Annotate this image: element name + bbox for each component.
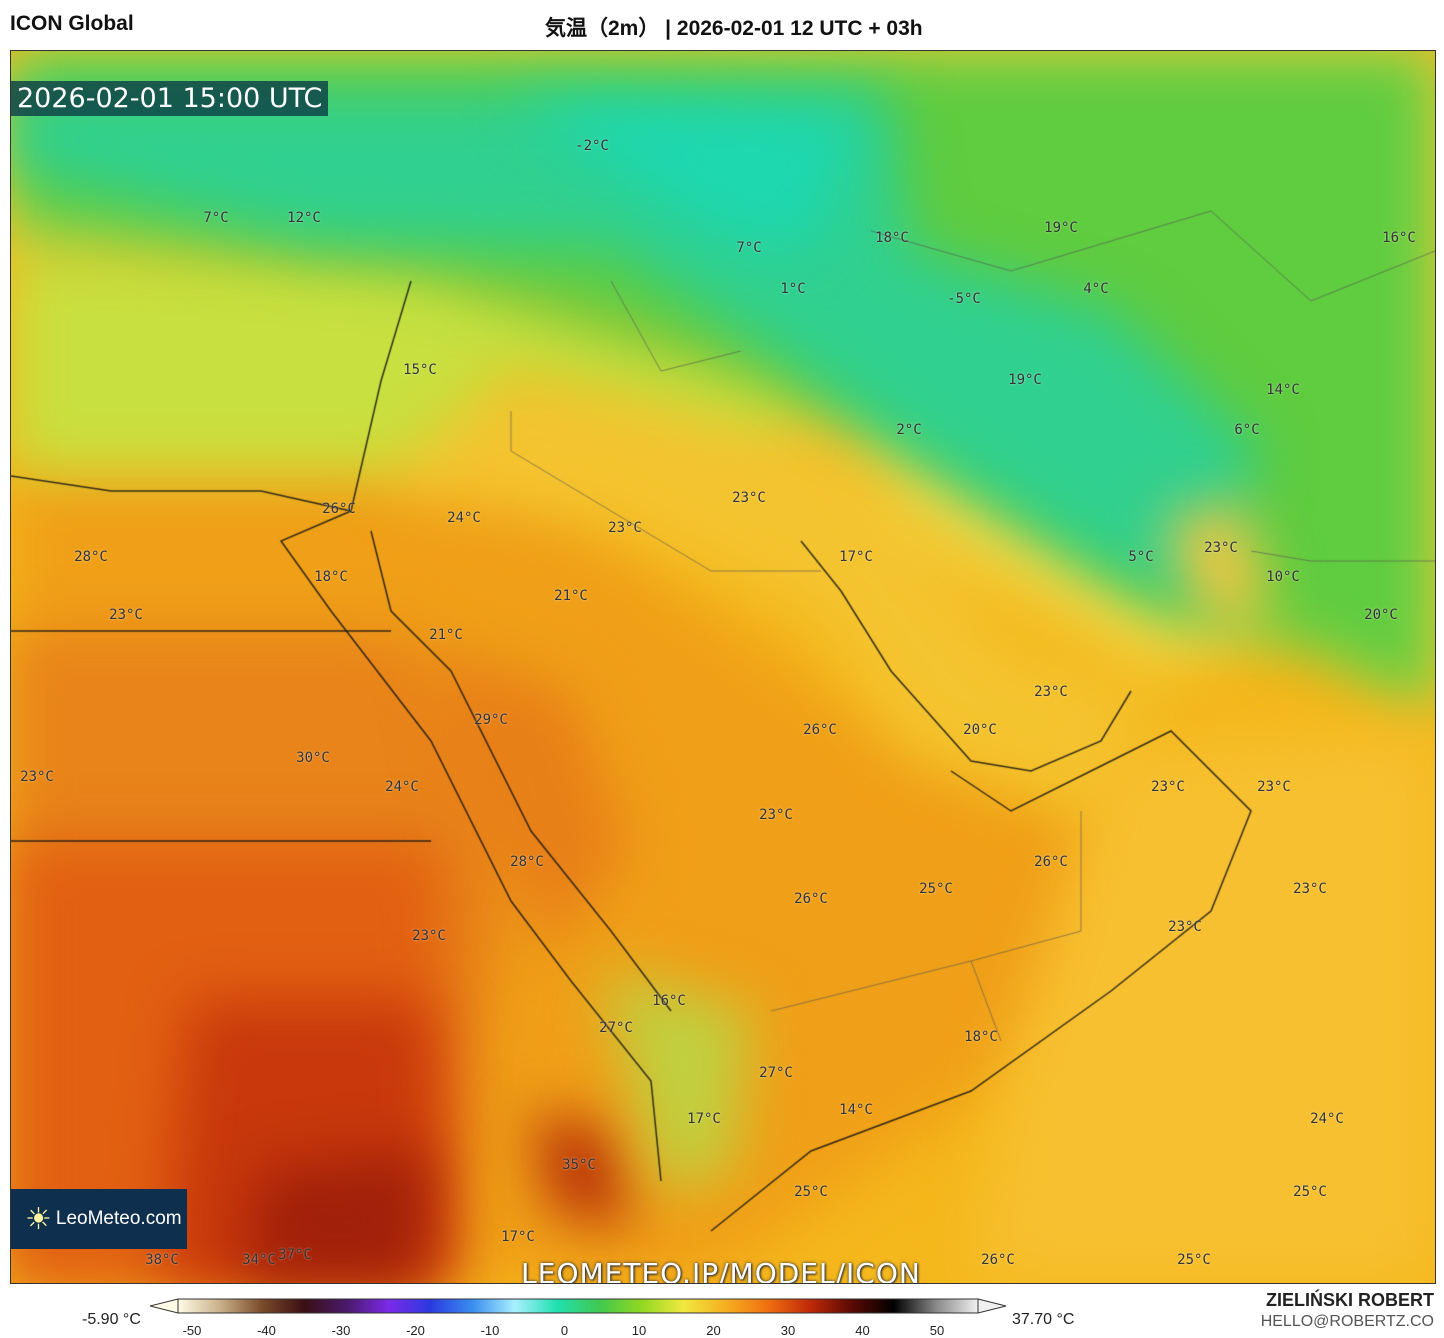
temperature-label: 24°C xyxy=(385,779,419,795)
temperature-label: 23°C xyxy=(20,769,54,785)
temperature-label: -5°C xyxy=(947,291,981,307)
temperature-label: 25°C xyxy=(1177,1252,1211,1268)
temperature-label: 18°C xyxy=(964,1029,998,1045)
temperature-label: 23°C xyxy=(1034,684,1068,700)
temperature-label: 37°C xyxy=(278,1247,312,1263)
temperature-label: 16°C xyxy=(652,993,686,1009)
colorbar-tick: 40 xyxy=(855,1323,870,1338)
temperature-label: 2°C xyxy=(896,422,922,438)
temperature-label: 18°C xyxy=(875,230,909,246)
colorbar-tick: 20 xyxy=(706,1323,721,1338)
temperature-label: -2°C xyxy=(575,138,609,154)
temperature-label: 14°C xyxy=(839,1102,873,1118)
temperature-label: 21°C xyxy=(429,627,463,643)
temperature-label: 25°C xyxy=(1293,1184,1327,1200)
temperature-label: 28°C xyxy=(510,854,544,870)
colorbar-tick: 30 xyxy=(780,1323,796,1338)
temperature-label: 23°C xyxy=(759,807,793,823)
temperature-label: 35°C xyxy=(562,1157,596,1173)
temperature-label: 16°C xyxy=(1382,230,1416,246)
temperature-label: 24°C xyxy=(447,510,481,526)
colorbar-max: 37.70 °C xyxy=(1012,1311,1075,1328)
temperature-label: 27°C xyxy=(759,1065,793,1081)
colorbar-tick: 50 xyxy=(929,1323,945,1338)
temperature-label: 25°C xyxy=(919,881,953,897)
temperature-label: 29°C xyxy=(474,712,508,728)
temperature-label: 23°C xyxy=(1204,540,1238,556)
temperature-label: 7°C xyxy=(736,240,762,256)
colorbar-tick: -40 xyxy=(257,1323,276,1338)
temperature-label: 1°C xyxy=(780,281,806,297)
temperature-label: 19°C xyxy=(1044,220,1078,236)
email[interactable]: HELLO@ROBERTZ.CO xyxy=(1260,1313,1434,1330)
temperature-label: 18°C xyxy=(314,569,348,585)
temperature-label: 26°C xyxy=(1034,854,1068,870)
temperature-label: 23°C xyxy=(1293,881,1327,897)
temperature-label: 15°C xyxy=(403,362,437,378)
watermark: LEOMETEO.JP/MODEL/ICON xyxy=(521,1257,921,1284)
colorbar xyxy=(150,1298,1007,1314)
temperature-label: 23°C xyxy=(1151,779,1185,795)
colorbar-min: -5.90 °C xyxy=(82,1311,141,1328)
temperature-label: 7°C xyxy=(203,210,229,226)
temperature-label: 14°C xyxy=(1266,382,1300,398)
temperature-label: 6°C xyxy=(1234,422,1260,438)
temperature-label: 23°C xyxy=(412,928,446,944)
temperature-label: 26°C xyxy=(794,891,828,907)
temperature-label: 17°C xyxy=(687,1111,721,1127)
temperature-label: 21°C xyxy=(554,588,588,604)
leometeo-logo[interactable]: ☀ LeoMeteo.com xyxy=(11,1189,187,1249)
temperature-label: 19°C xyxy=(1008,372,1042,388)
temperature-label: 34°C xyxy=(242,1252,276,1268)
temperature-label: 38°C xyxy=(145,1252,179,1268)
temperature-label: 20°C xyxy=(963,722,997,738)
temperature-label: 20°C xyxy=(1364,607,1398,623)
temperature-label: 25°C xyxy=(794,1184,828,1200)
colorbar-tick: -10 xyxy=(480,1323,500,1338)
colorbar-tick: 0 xyxy=(560,1323,569,1338)
colorbar-tick: -20 xyxy=(406,1323,425,1338)
temperature-label: 17°C xyxy=(501,1229,535,1245)
temperature-label: 26°C xyxy=(981,1252,1015,1268)
temperature-label: 10°C xyxy=(1266,569,1300,585)
valid-time: 2026-02-01 15:00 UTC xyxy=(11,81,329,116)
temperature-label: 27°C xyxy=(599,1020,633,1036)
temperature-label: 26°C xyxy=(803,722,837,738)
colorbar-high-arrow xyxy=(977,1298,1007,1314)
colorbar-low-arrow xyxy=(150,1298,179,1314)
temperature-label: 23°C xyxy=(1168,919,1202,935)
temperature-label: 26°C xyxy=(322,501,356,517)
colorbar-tick: -30 xyxy=(331,1323,351,1338)
model-name: ICON Global xyxy=(10,12,134,35)
temperature-label: 17°C xyxy=(839,549,873,565)
map-title: 気温（2m） | 2026-02-01 12 UTC + 03h xyxy=(545,17,923,40)
temperature-label: 5°C xyxy=(1128,549,1154,565)
logo-text: LeoMeteo.com xyxy=(55,1208,182,1229)
colorbar-gradient xyxy=(177,1298,979,1314)
temperature-label: 23°C xyxy=(1257,779,1291,795)
temperature-field xyxy=(11,51,1435,1283)
sun-icon: ☀ xyxy=(25,1202,52,1236)
temperature-map[interactable]: -2°C 7°C 12°C 18°C 19°C 16°C 7°C 1°C -5°C 4°C 15°C… xyxy=(10,50,1436,1284)
temperature-label: 28°C xyxy=(74,549,108,565)
temperature-label: 30°C xyxy=(296,750,330,766)
temperature-label: 4°C xyxy=(1083,281,1109,297)
colorbar-tick: 10 xyxy=(631,1323,647,1338)
temperature-label: 23°C xyxy=(608,520,642,536)
author: ZIELIŃSKI ROBERT xyxy=(1265,1290,1434,1310)
temperature-label: 23°C xyxy=(109,607,143,623)
colorbar-tick: -50 xyxy=(182,1323,202,1338)
temperature-label: 12°C xyxy=(287,210,321,226)
temperature-label: 23°C xyxy=(732,490,766,506)
temperature-label: 24°C xyxy=(1310,1111,1344,1127)
